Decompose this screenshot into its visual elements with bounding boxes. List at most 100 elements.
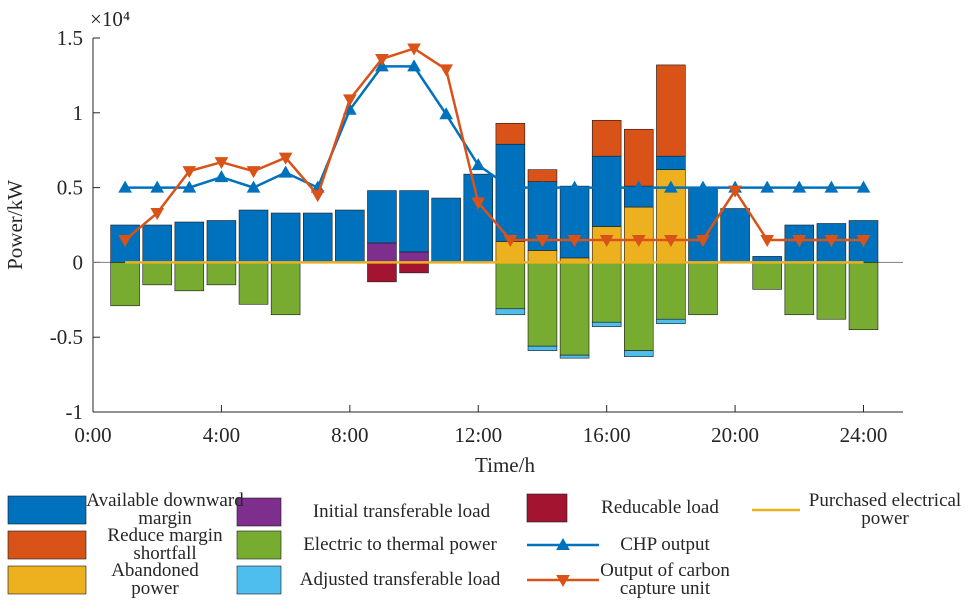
line-series bbox=[118, 43, 871, 247]
bar bbox=[495, 308, 526, 316]
bar bbox=[527, 262, 558, 347]
y-tick-label: -1 bbox=[66, 400, 84, 424]
legend-marker bbox=[556, 537, 570, 550]
bar bbox=[367, 190, 397, 244]
y-tick-label: -0.5 bbox=[50, 325, 83, 349]
bar bbox=[656, 318, 686, 325]
marker bbox=[150, 208, 165, 221]
marker bbox=[246, 166, 261, 179]
x-tick-label: 20:00 bbox=[711, 423, 759, 447]
marker bbox=[375, 53, 389, 66]
bar bbox=[431, 197, 461, 263]
marker bbox=[664, 180, 678, 193]
line-series bbox=[118, 59, 871, 193]
bar bbox=[110, 262, 140, 307]
bar bbox=[591, 262, 622, 323]
marker bbox=[824, 234, 839, 247]
bar bbox=[527, 250, 558, 263]
marker bbox=[856, 180, 871, 193]
bar bbox=[206, 262, 237, 286]
legend-label: Output of carbon capture unit bbox=[600, 560, 730, 599]
marker bbox=[503, 234, 518, 247]
bar bbox=[624, 128, 654, 187]
bar bbox=[656, 64, 686, 157]
marker bbox=[439, 107, 454, 120]
bar bbox=[624, 350, 654, 357]
marker bbox=[471, 158, 486, 171]
bar bbox=[142, 224, 172, 263]
marker bbox=[567, 234, 582, 247]
bar bbox=[367, 262, 397, 283]
legend-swatch bbox=[236, 497, 282, 527]
marker bbox=[567, 180, 582, 193]
marker bbox=[824, 180, 839, 193]
bar bbox=[656, 155, 686, 170]
bar bbox=[142, 262, 172, 286]
legend-label: Available downward margin bbox=[86, 490, 244, 529]
legend-swatch bbox=[526, 493, 568, 523]
bar bbox=[495, 143, 526, 242]
y-axis-label: Power/kW bbox=[3, 180, 27, 270]
legend-swatch bbox=[236, 565, 282, 595]
legend-swatch bbox=[7, 565, 87, 595]
bar bbox=[559, 185, 590, 259]
y-tick-label: 0.5 bbox=[57, 176, 83, 200]
x-tick-label: 12:00 bbox=[454, 423, 502, 447]
bar bbox=[720, 208, 750, 263]
x-tick-label: 16:00 bbox=[583, 423, 631, 447]
line bbox=[125, 65, 864, 190]
legend-label: Abandoned power bbox=[111, 560, 199, 599]
bar bbox=[238, 262, 269, 305]
bar bbox=[174, 221, 205, 263]
marker bbox=[310, 190, 325, 203]
x-tick-label: 24:00 bbox=[840, 423, 888, 447]
marker bbox=[696, 180, 710, 193]
marker bbox=[182, 166, 197, 179]
bar bbox=[559, 262, 590, 356]
bar bbox=[784, 262, 815, 316]
legend-swatch bbox=[236, 530, 282, 560]
marker bbox=[760, 234, 775, 247]
bar bbox=[848, 262, 879, 331]
bar bbox=[752, 262, 782, 290]
bar bbox=[656, 262, 686, 320]
marker bbox=[407, 59, 421, 72]
legend-label: Reduce margin shortfall bbox=[107, 525, 223, 564]
bars bbox=[110, 64, 879, 359]
marker bbox=[214, 157, 229, 170]
x-tick-label: 8:00 bbox=[331, 423, 368, 447]
marker bbox=[856, 234, 871, 247]
bar bbox=[463, 173, 494, 263]
marker bbox=[535, 234, 550, 247]
bar bbox=[591, 119, 622, 157]
marker bbox=[246, 180, 261, 193]
bar bbox=[495, 262, 526, 310]
bar bbox=[174, 262, 205, 292]
marker bbox=[599, 234, 614, 247]
bar bbox=[270, 212, 301, 263]
marker bbox=[150, 180, 165, 193]
x-tick-label: 4:00 bbox=[203, 423, 240, 447]
bar bbox=[399, 262, 429, 274]
legend-label: CHP output bbox=[620, 534, 710, 555]
legend-label: Adjusted transferable load bbox=[299, 569, 501, 590]
marker bbox=[599, 180, 614, 193]
marker bbox=[118, 180, 132, 193]
bar bbox=[527, 345, 558, 351]
bar bbox=[688, 262, 718, 316]
marker bbox=[631, 180, 646, 193]
marker bbox=[471, 197, 486, 210]
y-exponent: ×10⁴ bbox=[90, 7, 130, 31]
bar bbox=[816, 262, 847, 320]
legend-swatch bbox=[7, 495, 87, 525]
bar bbox=[591, 321, 622, 328]
legend-marker-shape bbox=[556, 537, 570, 550]
marker bbox=[118, 234, 132, 247]
marker bbox=[278, 152, 293, 165]
marker bbox=[503, 180, 518, 193]
x-tick-label: 0:00 bbox=[74, 423, 111, 447]
marker bbox=[728, 185, 742, 198]
legend-label: Electric to thermal power bbox=[303, 534, 497, 555]
x-axis-label: Time/h bbox=[475, 453, 535, 477]
